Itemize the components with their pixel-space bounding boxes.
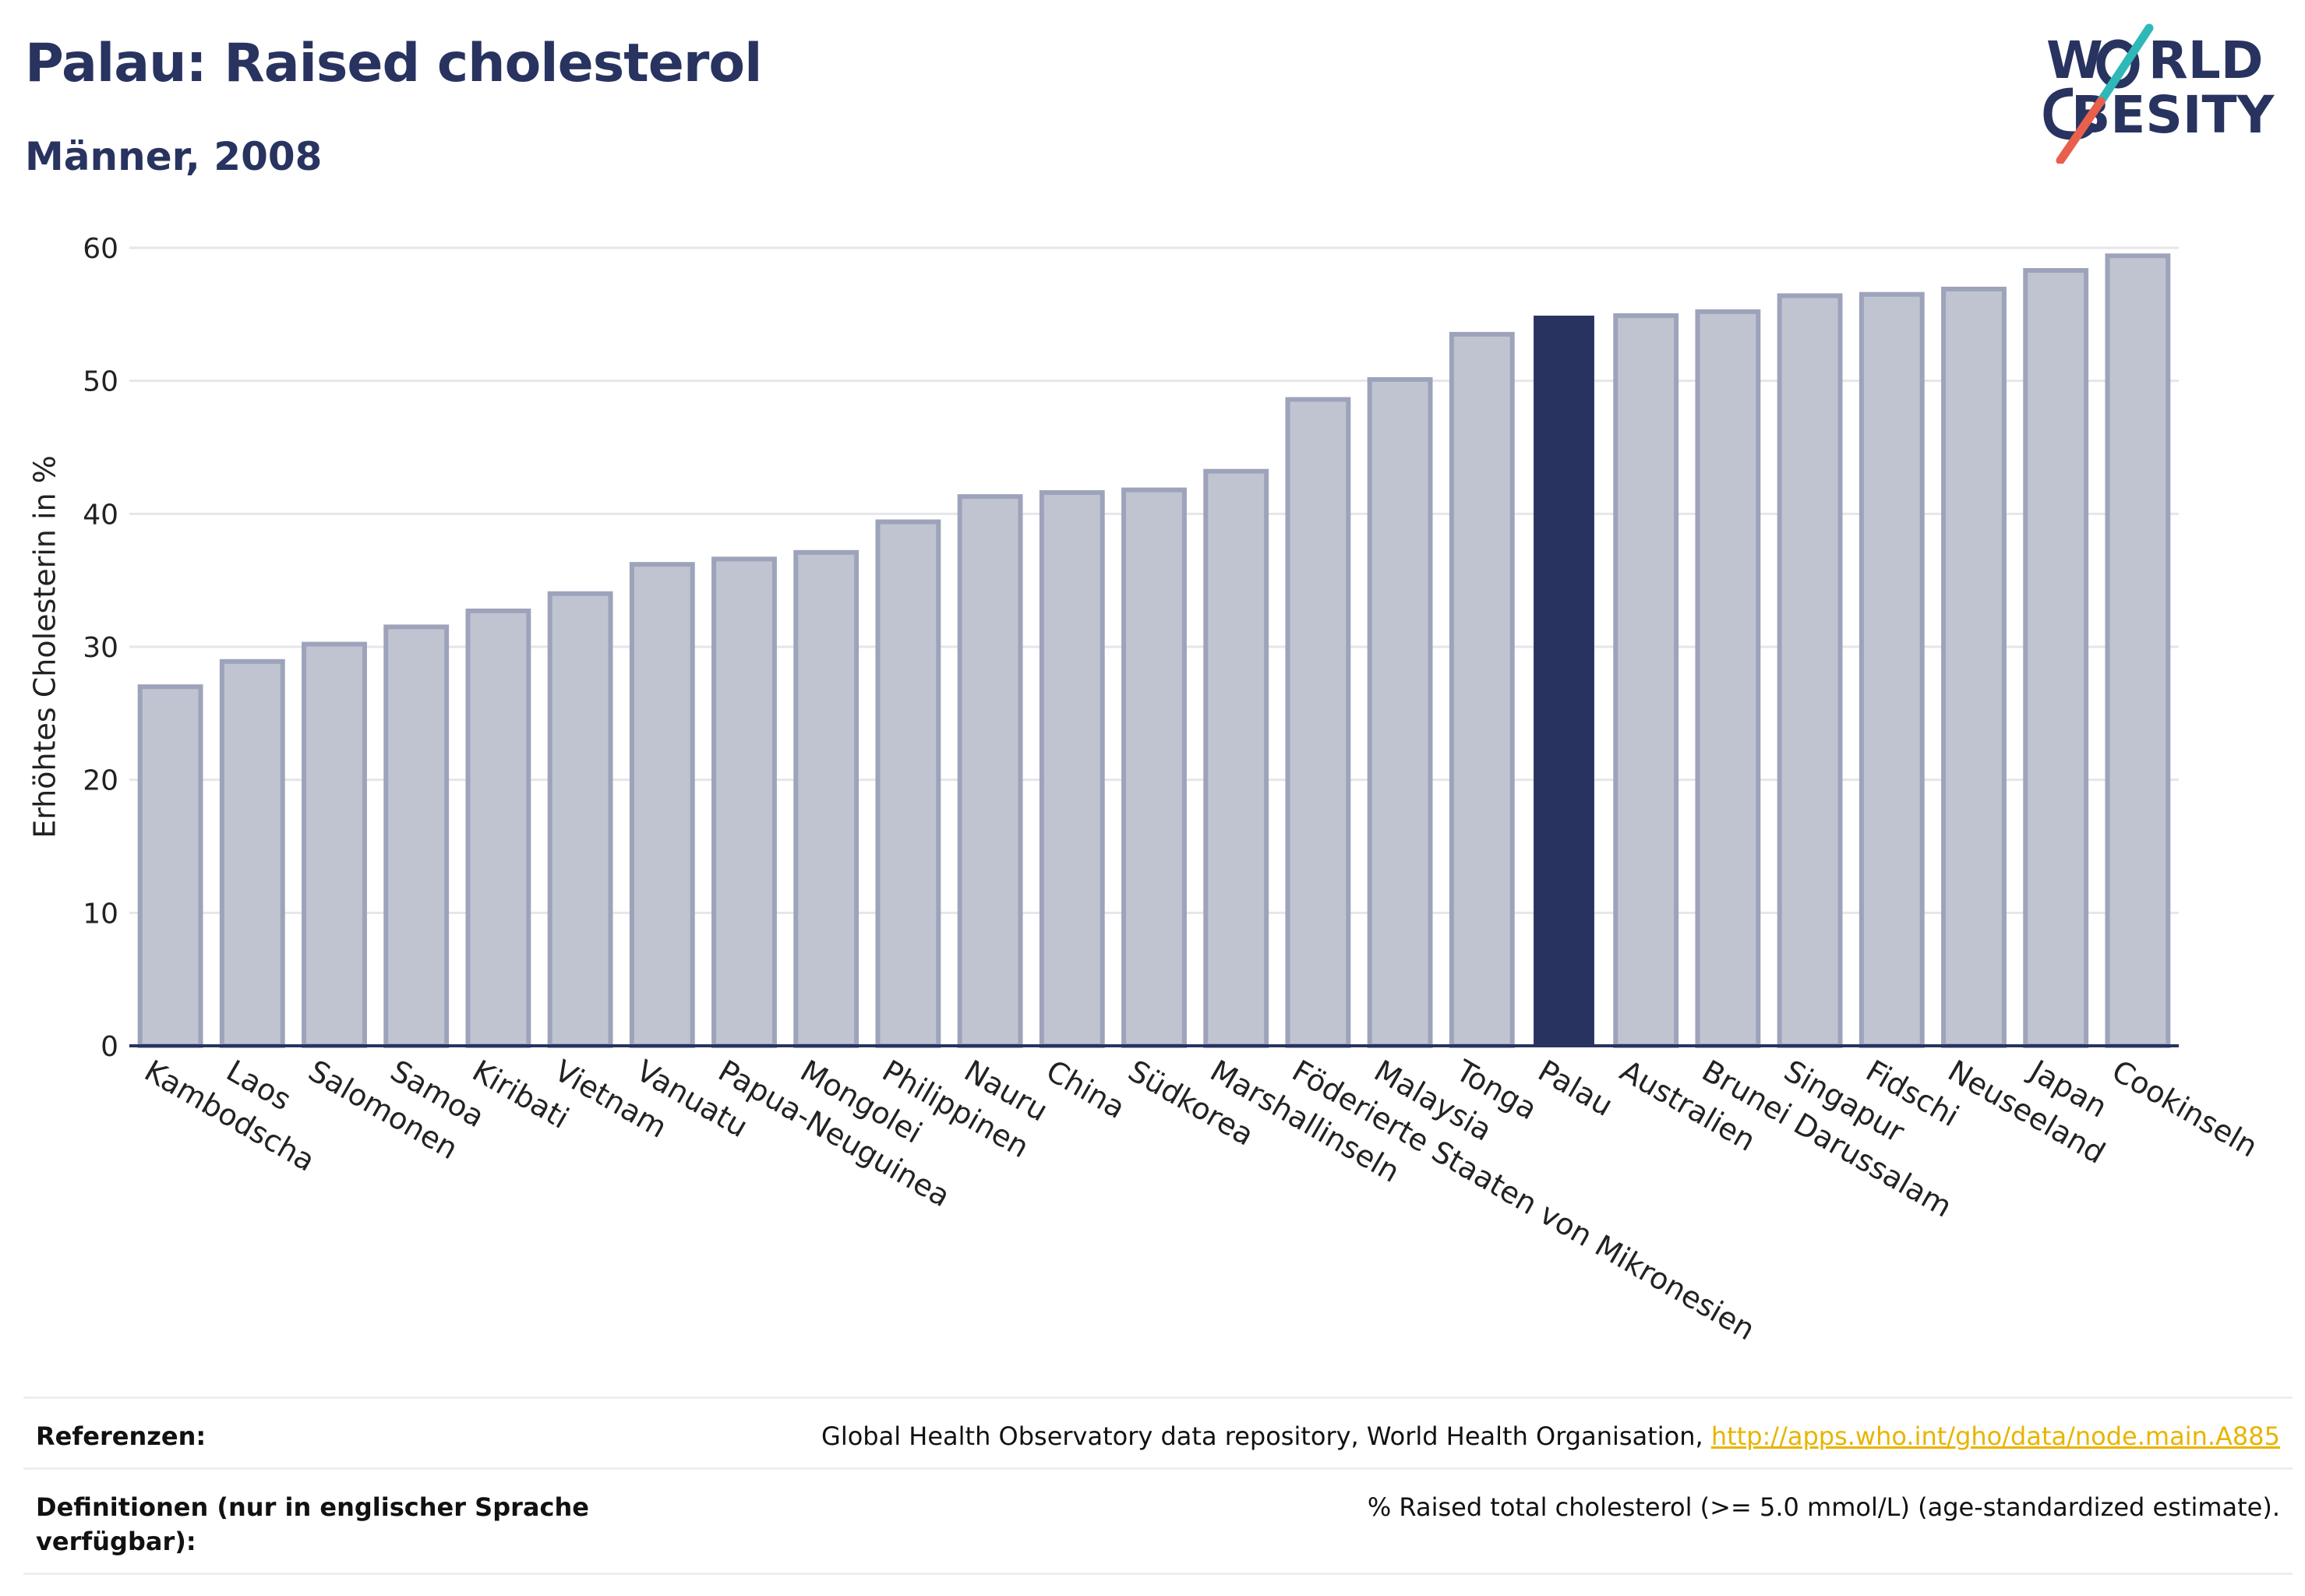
y-tick-label: 20 [83, 765, 118, 797]
world-obesity-logo: WORLD BESITY [2043, 23, 2275, 164]
y-axis-ticks: 0 10 20 30 40 50 60 [83, 233, 118, 1063]
bar-neuseeland [1941, 286, 2007, 1048]
bar-tonga [1449, 331, 1515, 1048]
logo-o-top [2096, 39, 2140, 89]
bar-marshallinseln [1203, 468, 1269, 1049]
y-tick-label: 40 [83, 499, 118, 531]
logo-o-bottom [2043, 87, 2098, 140]
chart-subtitle: Männer, 2008 [25, 134, 323, 179]
x-tick-label: China [1040, 1054, 1131, 1125]
bar-salomonen [302, 641, 367, 1048]
y-axis-label: Erhöhtes Cholesterin in % [28, 455, 62, 839]
x-tick-label: Cookinseln [2106, 1054, 2264, 1164]
bar-föderierte-staaten-von-mikronesien [1285, 397, 1351, 1048]
bar-kambodscha [137, 684, 203, 1048]
references-table: Referenzen: Global Health Observatory da… [23, 1396, 2293, 1575]
bar-china [1039, 490, 1105, 1048]
y-tick-label: 0 [101, 1031, 118, 1063]
definitions-row: Definitionen (nur in englischer Sprache … [23, 1467, 2293, 1575]
bar-vanuatu [629, 562, 695, 1049]
references-link[interactable]: http://apps.who.int/gho/data/node.main.A… [1710, 1421, 2280, 1451]
x-tick-label: Palau [1533, 1054, 1619, 1123]
bar-vietnam [547, 591, 613, 1048]
bar-australien [1613, 313, 1679, 1049]
bar-singapur [1777, 293, 1843, 1048]
logo-line1: WORLD [2046, 30, 2264, 90]
definitions-value: % Raised total cholesterol (>= 5.0 mmol/… [1367, 1492, 2280, 1522]
bar-laos [219, 659, 285, 1048]
y-tick-label: 30 [83, 632, 118, 664]
bar-philippinen [875, 519, 941, 1049]
bar-japan [2023, 268, 2089, 1049]
bar-südkorea [1121, 487, 1187, 1048]
bar-brunei-darussalam [1695, 309, 1761, 1049]
bar-fidschi [1858, 291, 1925, 1048]
bar-nauru [957, 494, 1023, 1048]
references-value: Global Health Observatory data repositor… [821, 1419, 2280, 1453]
bar-palau [1534, 316, 1594, 1046]
chart-title: Palau: Raised cholesterol [25, 33, 762, 94]
definitions-label: Definitionen (nur in englischer Sprache … [36, 1492, 589, 1556]
bar-cookinseln [2105, 253, 2171, 1049]
bar-kiribati [465, 608, 531, 1048]
logo-slash-teal [2096, 23, 2154, 106]
bar-samoa [383, 624, 450, 1048]
references-row: Referenzen: Global Health Observatory da… [23, 1396, 2293, 1467]
bar-malaysia [1367, 376, 1433, 1048]
y-tick-label: 50 [83, 366, 118, 398]
references-text: Global Health Observatory data repositor… [821, 1421, 1711, 1451]
y-tick-label: 60 [83, 233, 118, 265]
bar-papua-neuguinea [711, 556, 777, 1048]
bars [137, 253, 2171, 1049]
references-label: Referenzen: [36, 1421, 206, 1451]
y-tick-label: 10 [83, 898, 118, 930]
bar-mongolei [793, 549, 860, 1048]
logo-slash-coral [2056, 97, 2106, 164]
